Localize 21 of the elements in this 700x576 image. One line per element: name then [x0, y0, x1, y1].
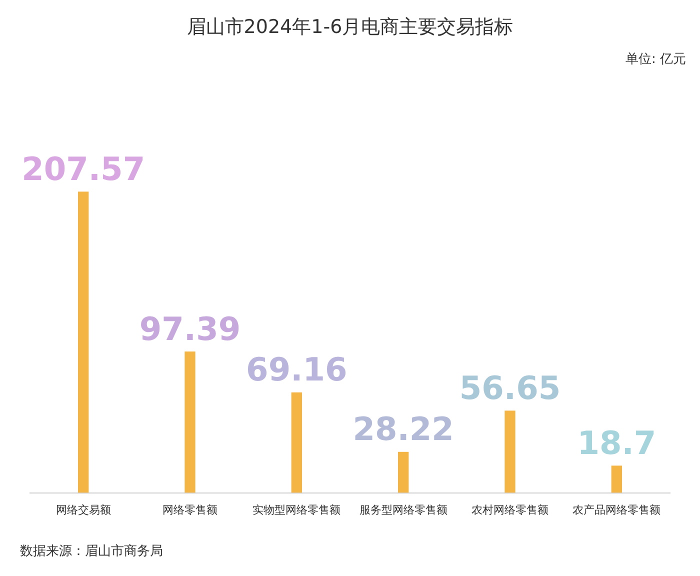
data-label: 69.16	[246, 350, 348, 389]
x-tick-label: 网络交易额	[56, 503, 111, 516]
bar	[611, 466, 622, 493]
chart-title: 眉山市2024年1-6月电商主要交易指标	[186, 15, 514, 40]
data-label: 18.7	[577, 424, 656, 462]
data-label: 97.39	[139, 310, 241, 348]
x-tick-label: 服务型网络零售额	[359, 503, 448, 516]
source-note: 数据来源：眉山市商务局	[20, 543, 163, 560]
bar	[504, 410, 516, 493]
bar	[78, 192, 89, 493]
text: 单位: 亿元	[625, 51, 686, 68]
bar	[184, 351, 196, 493]
data-label: 207.57	[22, 150, 146, 188]
data-label: 28.22	[352, 410, 454, 448]
x-tick-label: 农村网络零售额	[472, 503, 548, 516]
x-tick-label: 实物型网络零售额	[252, 503, 341, 516]
x-tick-label: 网络零售额	[162, 503, 218, 516]
bar	[291, 392, 302, 493]
x-tick-label: 农产品网络零售额	[572, 503, 661, 516]
bar	[398, 452, 409, 493]
data-label: 56.65	[459, 368, 561, 407]
